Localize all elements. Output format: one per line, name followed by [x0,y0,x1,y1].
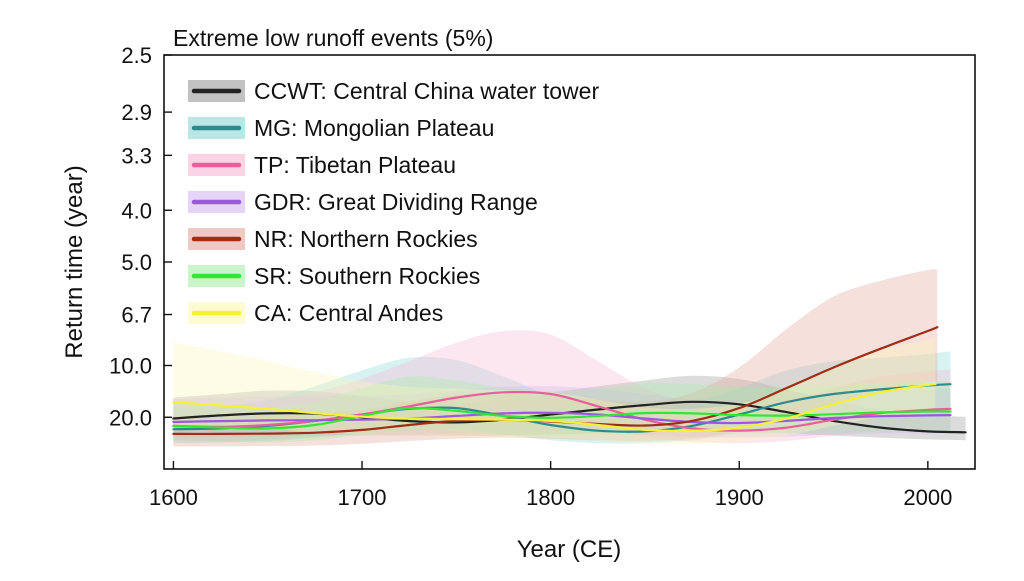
legend-item-ccwt: CCWT: Central China water tower [188,78,599,104]
y-tick-label: 5.0 [121,250,152,275]
legend-item-ca: CA: Central Andes [188,300,443,326]
y-tick-label: 10.0 [109,354,152,379]
legend-label: NR: Northern Rockies [254,226,478,252]
x-tick-label: 1800 [526,485,575,510]
y-tick-label: 20.0 [109,405,152,430]
legend-label: TP: Tibetan Plateau [254,152,456,178]
series-lines [172,326,967,436]
x-tick-label: 1600 [149,485,198,510]
x-axis-label: Year (CE) [517,536,621,563]
line-tp [172,390,952,432]
y-axis: 2.5 2.9 3.3 4.0 5.0 6.7 10.0 20.0 [109,43,172,430]
x-axis: 1600 1700 1800 1900 2000 [149,461,952,510]
y-tick-label: 6.7 [121,303,152,328]
band-ccwt [173,375,966,441]
y-tick-label: 2.5 [121,43,152,68]
legend-label: MG: Mongolian Plateau [254,115,494,141]
line-gdr [172,411,952,425]
chart-title: Extreme low runoff events (5%) [173,25,493,51]
y-tick-label: 3.3 [121,143,152,168]
legend-label: CCWT: Central China water tower [254,78,599,104]
legend-label: GDR: Great Dividing Range [254,189,538,215]
legend-item-sr: SR: Southern Rockies [188,263,480,289]
y-tick-label: 4.0 [121,198,152,223]
legend: CCWT: Central China water tower MG: Mongo… [188,78,599,326]
band-nr [173,269,938,447]
y-axis-label: Return time (year) [61,165,88,358]
line-ca [172,382,937,433]
x-tick-label: 1900 [715,485,764,510]
y-tick-label: 2.9 [121,100,152,125]
line-sr [172,406,952,430]
legend-item-nr: NR: Northern Rockies [188,226,478,252]
x-tick-label: 2000 [903,485,952,510]
legend-item-gdr: GDR: Great Dividing Range [188,189,538,215]
x-tick-label: 1700 [338,485,387,510]
legend-label: CA: Central Andes [254,300,443,326]
legend-item-tp: TP: Tibetan Plateau [188,152,456,178]
legend-item-mg: MG: Mongolian Plateau [188,115,494,141]
legend-label: SR: Southern Rockies [254,263,480,289]
